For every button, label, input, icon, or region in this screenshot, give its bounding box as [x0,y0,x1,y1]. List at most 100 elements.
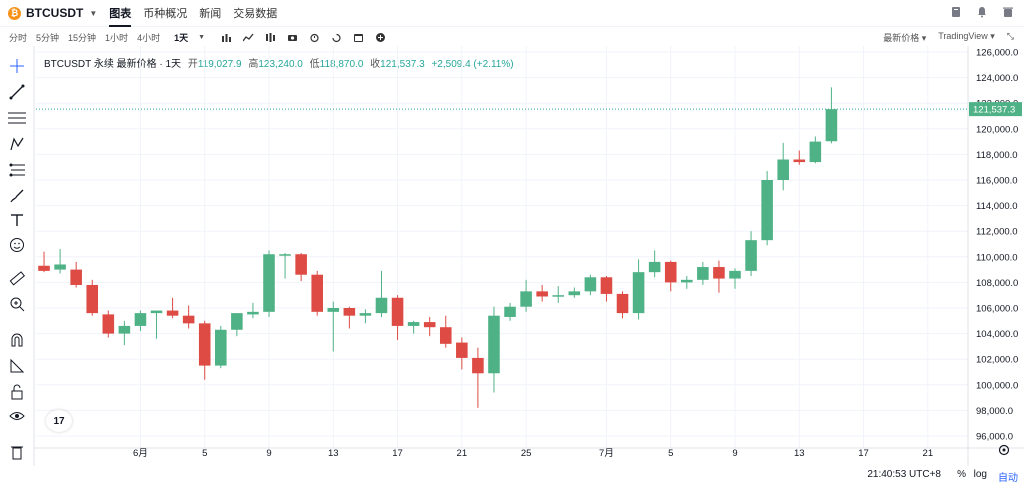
trash-icon[interactable] [7,442,27,462]
price-type-select[interactable]: 最新价格 ▾ [883,33,927,43]
y-tick-label: 116,000.0 [976,176,1018,187]
legend-high-label: 高 [248,59,259,70]
pattern-icon[interactable] [7,134,27,154]
legend-low-label: 低 [309,59,320,70]
ruler-icon[interactable] [7,268,27,288]
candle-down [472,357,484,374]
candle-up [504,306,516,317]
candle-down [38,265,50,271]
candle-up [584,277,597,292]
zoom-in-icon[interactable] [7,294,27,314]
auto-toggle[interactable]: 自动 [998,473,1018,484]
x-tick-label: 17 [858,448,869,459]
x-tick-label: 13 [794,448,805,459]
y-tick-label: 114,000.0 [976,201,1018,212]
indicators-icon[interactable] [243,32,254,43]
candle-down [391,297,404,326]
tab-chart[interactable]: 图表 [109,0,132,27]
add-icon[interactable] [375,32,386,43]
horizontal-lines-icon[interactable] [7,108,27,128]
tradingview-logo[interactable]: 17 [46,410,72,432]
crosshair-icon[interactable] [7,56,27,76]
log-toggle[interactable]: log [973,469,987,480]
x-tick-label: 13 [328,448,339,459]
candle-down [439,327,452,344]
settings-icon[interactable] [998,444,1010,456]
tab-trading-data[interactable]: 交易数据 [233,8,278,20]
legend-open: 119,027.9 [197,59,242,70]
interval-1h[interactable]: 1小时 [105,32,129,43]
brush-icon[interactable] [7,186,27,206]
x-tick-label: 21 [457,448,468,459]
lock-icon[interactable] [7,382,27,402]
interval-15m[interactable]: 15分钟 [68,32,97,43]
clock-time[interactable]: 21:40:53 UTC+8 [867,469,941,480]
trend-line-icon[interactable] [7,82,27,102]
candlestick-chart[interactable]: 96,000.0 98,000.0 100,000.0 102,000.0 104,00… [0,0,1024,466]
candle-up [359,313,372,316]
candle-up [825,109,838,142]
candle-down [600,277,613,294]
y-tick-label: 120,000.0 [976,124,1018,135]
candle-down [198,323,211,366]
candle-down [86,284,99,314]
candle-down [664,261,677,283]
candle-up [568,291,581,296]
emoji-icon[interactable] [7,235,27,255]
x-tick-label: 9 [732,448,737,459]
legend-open-label: 开 [187,59,198,70]
interval-1d[interactable]: 1天 [174,32,189,43]
interval-4h[interactable]: 4小时 [137,32,161,43]
note-icon[interactable] [950,6,962,18]
symbol-selector[interactable]: ₿ BTCUSDT ▼ [0,6,109,20]
candle-up [777,159,789,180]
y-tick-label: 118,000.0 [976,150,1018,161]
tab-news[interactable]: 新闻 [199,8,222,20]
candle-up [697,267,709,280]
chart-legend: BTCUSDT 永续 最新价格 · 1天 开119,027.9 高123,240… [44,55,514,70]
tab-overview[interactable]: 币种概况 [143,8,188,20]
interval-dropdown-icon[interactable]: ▼ [198,33,206,41]
candle-up [263,254,275,312]
replay-icon[interactable] [331,32,342,43]
y-tick-label: 108,000.0 [976,278,1018,289]
candle-up [520,291,532,307]
candle-up [552,295,565,297]
candle-down [616,293,629,314]
candle-down [182,315,195,324]
magnet-icon[interactable] [7,330,27,350]
delete-icon[interactable] [1002,6,1014,18]
interval-tick[interactable]: 分时 [9,32,28,43]
bell-icon[interactable] [976,6,988,18]
y-tick-label: 124,000.0 [976,73,1018,84]
y-tick-label: 126,000.0 [976,48,1018,59]
bottom-bar: 21:40:53 UTC+8 % log 自动 [0,466,1024,484]
fib-icon[interactable] [7,160,27,180]
candle-down [70,269,82,285]
alarm-icon[interactable] [309,32,320,43]
y-tick-label: 104,000.0 [976,329,1018,340]
text-tool-icon[interactable] [7,210,27,230]
drawing-toolbar [0,50,34,470]
candle-down [166,310,179,316]
candle-up [745,240,757,271]
provider-select[interactable]: TradingView ▾ [938,31,995,41]
x-tick-label: 9 [266,448,271,459]
eye-icon[interactable] [7,406,27,426]
calendar-icon[interactable] [353,32,364,43]
collapse-icon[interactable]: ⤡ [1006,31,1014,41]
percent-toggle[interactable]: % [957,469,966,480]
candle-up [729,270,741,279]
bitcoin-coin-icon: ₿ [8,6,21,20]
camera-icon[interactable] [287,32,298,43]
candle-up [118,325,131,334]
candles-icon[interactable] [265,32,276,43]
measure-icon[interactable] [7,356,27,376]
y-tick-label: 100,000.0 [976,380,1018,391]
x-tick-label: 17 [392,448,403,459]
legend-change: +2,509.4 (+2.11%) [431,59,514,70]
symbol-name: BTCUSDT [26,6,84,20]
interval-5m[interactable]: 5分钟 [36,32,60,43]
candle-up [407,322,420,326]
chart-type-icon[interactable] [221,32,232,43]
